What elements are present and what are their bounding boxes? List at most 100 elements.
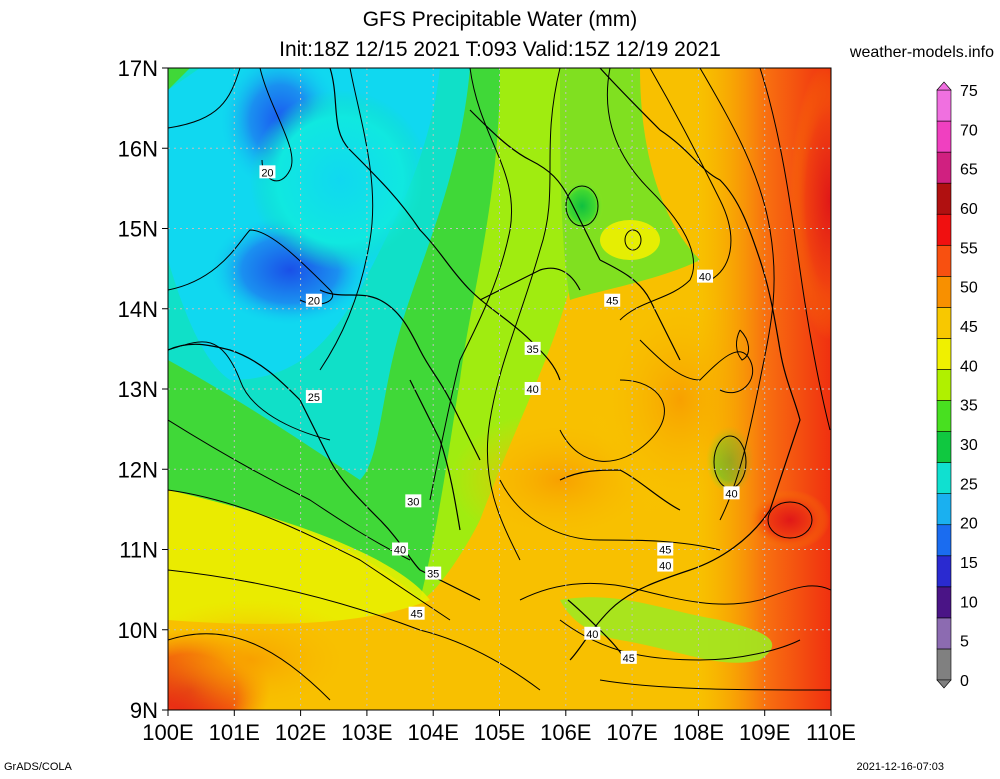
svg-text:35: 35	[427, 569, 439, 581]
colorbar: 0 5 10 15 20 25 30 35 40 45 50 55 60 65 70 75	[936, 81, 978, 690]
colorbar-label: 60	[960, 201, 978, 218]
colorbar-segment	[936, 431, 952, 463]
lon-tick-label: 102E	[275, 720, 326, 745]
lon-tick-label: 100E	[142, 720, 193, 745]
lat-tick-label: 15N	[118, 217, 158, 242]
svg-text:40: 40	[394, 545, 406, 557]
generation-timestamp: 2021-12-16-07:03	[856, 761, 944, 773]
lat-tick-label: 17N	[118, 56, 158, 81]
lon-tick-label: 107E	[606, 720, 657, 745]
svg-text:20: 20	[261, 167, 273, 179]
colorbar-segment	[936, 276, 952, 308]
contour-label: 45	[620, 650, 637, 665]
colorbar-label: 65	[960, 162, 978, 179]
colorbar-label: 25	[960, 476, 978, 493]
lat-tick-label: 14N	[118, 297, 158, 322]
colorbar-segment	[936, 369, 952, 401]
lon-tick-label: 105E	[474, 720, 525, 745]
colorbar-segment	[936, 617, 952, 650]
contour-label: 35	[425, 566, 442, 581]
svg-text:30: 30	[407, 496, 419, 508]
contour-label: 40	[392, 542, 409, 557]
colorbar-label: 40	[960, 358, 978, 375]
colorbar-segment	[936, 586, 952, 619]
precipitable-water-field	[168, 68, 831, 710]
latitude-axis: 9N 10N 11N 12N 13N 14N 15N 16N 17N	[118, 56, 168, 723]
map-subtitle: Init:18Z 12/15 2021 T:093 Valid:15Z 12/1…	[279, 38, 721, 61]
lon-tick-label: 110E	[806, 720, 856, 745]
contour-label: 20	[259, 165, 276, 179]
colorbar-label: 10	[960, 594, 978, 611]
lat-tick-label: 9N	[130, 698, 158, 723]
colorbar-label: 35	[960, 398, 978, 415]
colorbar-label: 75	[960, 83, 978, 100]
contour-label: 45	[408, 606, 425, 621]
colorbar-label: 20	[960, 516, 978, 533]
coastlines-borders	[168, 68, 801, 661]
colorbar-label: 50	[960, 280, 978, 297]
svg-text:40: 40	[527, 384, 539, 396]
contour-labels: 20 20 25 30 35 40 40 35 45 45 40 40 45 40 40 45	[259, 165, 740, 665]
contour-label: 25	[305, 390, 322, 404]
colorbar-label: 70	[960, 122, 978, 139]
svg-text:40: 40	[725, 488, 737, 500]
colorbar-label: 45	[960, 319, 978, 336]
svg-text:45: 45	[659, 545, 671, 557]
contour-label: 40	[524, 382, 541, 396]
svg-text:35: 35	[527, 344, 539, 356]
svg-text:20: 20	[308, 296, 320, 308]
colorbar-segment	[936, 555, 952, 588]
colorbar-segment	[936, 462, 952, 494]
contour-label: 40	[584, 626, 601, 641]
svg-text:45: 45	[411, 609, 423, 621]
contour-label: 35	[524, 341, 541, 356]
colorbar-label: 15	[960, 555, 978, 572]
lat-tick-label: 13N	[118, 377, 158, 402]
colorbar-segment	[936, 338, 952, 370]
colorbar-segment	[936, 89, 952, 122]
map-grid	[168, 68, 831, 710]
svg-text:40: 40	[659, 561, 671, 573]
lat-tick-label: 12N	[118, 457, 158, 482]
longitude-axis: 100E 101E 102E 103E 104E 105E 106E 107E 108E 109E…	[142, 710, 856, 745]
contour-label: 45	[604, 293, 621, 308]
lat-tick-label: 11N	[119, 538, 158, 563]
lon-tick-label: 101E	[209, 720, 260, 745]
contour-label: 40	[697, 269, 714, 284]
contour-lines	[168, 68, 831, 701]
colorbar-segment	[936, 400, 952, 432]
svg-text:40: 40	[699, 272, 711, 284]
colorbar-segment	[936, 120, 952, 153]
lat-tick-label: 16N	[118, 136, 158, 161]
colorbar-segment	[936, 648, 952, 681]
software-credit: GrADS/COLA	[4, 761, 72, 773]
colorbar-label: 30	[960, 437, 978, 454]
lat-tick-label: 10N	[118, 618, 158, 643]
contour-label: 45	[657, 542, 674, 557]
lon-tick-label: 108E	[673, 720, 724, 745]
lon-tick-label: 103E	[341, 720, 392, 745]
colorbar-label: 0	[960, 673, 969, 690]
colorbar-segment	[936, 213, 952, 246]
colorbar-segment	[936, 244, 952, 277]
colorbar-max-arrow	[936, 81, 952, 91]
contour-label: 20	[305, 293, 322, 308]
svg-text:40: 40	[586, 629, 598, 641]
svg-text:45: 45	[623, 653, 635, 665]
colorbar-label: 5	[960, 634, 969, 651]
contour-label: 40	[657, 558, 674, 573]
lon-tick-label: 104E	[408, 720, 459, 745]
colorbar-label: 55	[960, 240, 978, 257]
colorbar-segment	[936, 493, 952, 526]
colorbar-min-arrow	[936, 679, 952, 689]
colorbar-segment	[936, 307, 952, 339]
colorbar-segment	[936, 524, 952, 557]
colorbar-segment	[936, 182, 952, 215]
lon-tick-label: 109E	[739, 720, 790, 745]
map-title: GFS Precipitable Water (mm)	[362, 8, 638, 31]
site-credit: weather-models.info	[849, 44, 994, 61]
lon-tick-label: 106E	[540, 720, 591, 745]
svg-text:25: 25	[308, 392, 320, 404]
colorbar-segment	[936, 151, 952, 184]
